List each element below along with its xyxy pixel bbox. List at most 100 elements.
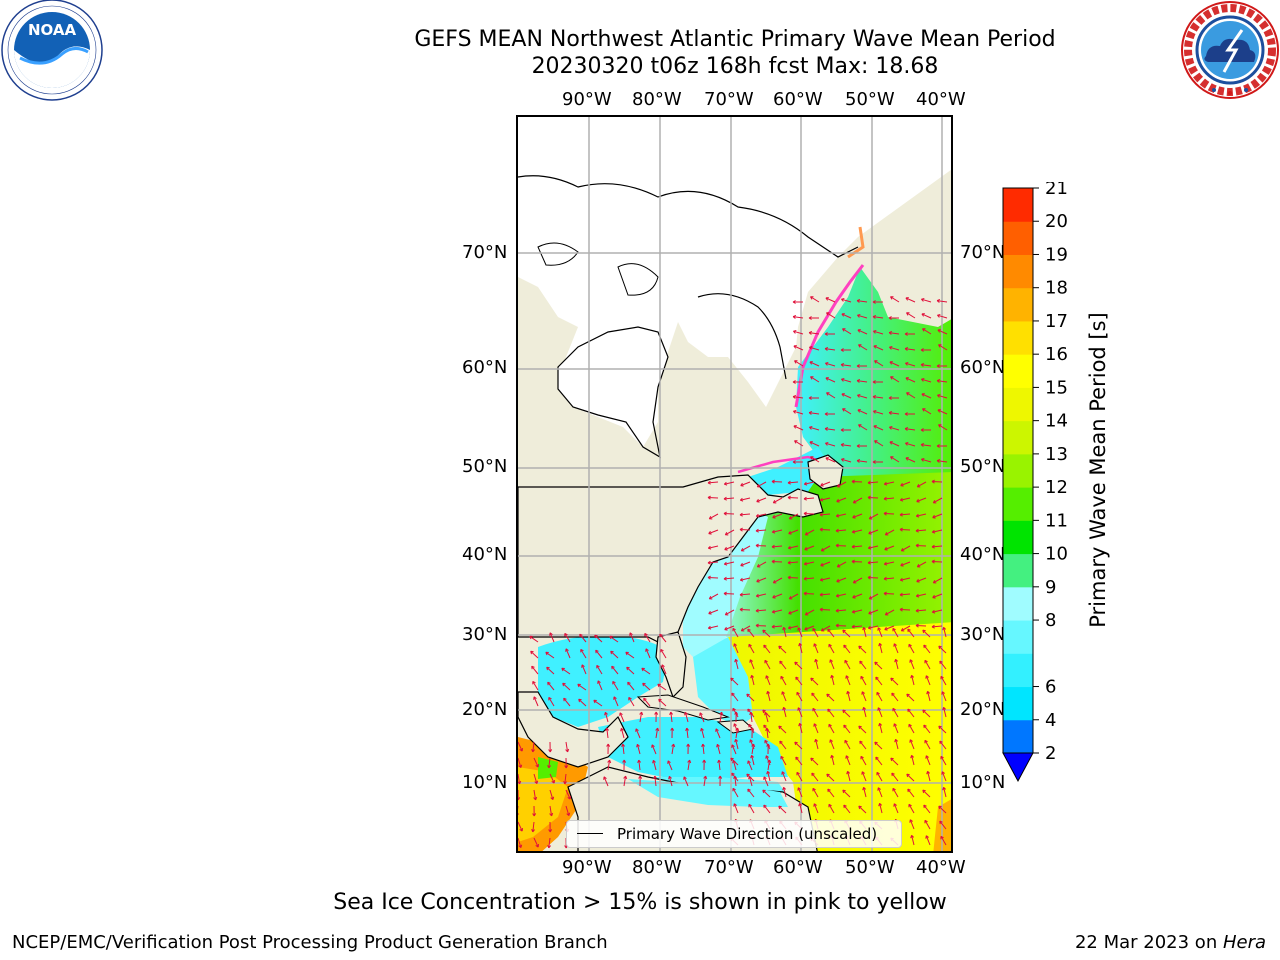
wave-arrow-head [564,765,569,769]
wave-arrow-head [808,410,813,415]
wave-arrow-head [661,664,665,668]
wave-arrow-head [860,755,864,760]
wave-arrow [797,787,803,798]
wave-arrow-head [931,559,935,564]
wave-arrow-head [852,499,857,504]
wave-arrow [891,692,899,702]
wave-arrow-head [595,649,599,654]
wave-arrow-head [547,681,551,686]
wave-arrow-head [734,658,739,663]
wave-arrow-head [519,828,523,832]
wave-arrow-head [740,547,745,552]
wave-arrow-head [877,707,881,711]
wave-arrow [620,728,625,739]
wave-arrow-head [889,361,893,365]
wave-arrow-head [545,651,549,656]
wave-arrow [762,629,771,638]
wave-arrow [943,627,947,638]
wave-arrow-head [890,677,894,682]
wave-arrow [731,744,737,755]
wave-arrow-head [921,298,925,302]
wave-arrow-head [844,659,848,664]
wave-arrow-head [907,628,911,633]
wave-arrow-head [567,796,571,800]
wave-arrow [793,345,804,351]
wave-arrow [809,361,820,367]
wave-arrow-head [739,512,743,517]
wave-arrow [938,725,947,734]
wave-arrow [869,593,879,600]
wave-arrow [932,609,943,613]
wave-arrow-head [788,530,792,535]
wave-arrow-head [652,759,656,764]
wave-arrow [940,756,947,766]
wave-arrow [820,497,831,501]
wave-arrow [699,712,705,723]
wave-arrow-head [605,727,609,732]
wave-arrow [750,712,753,723]
wave-arrow [879,643,883,654]
wave-arrow [766,728,769,739]
colorbar-segment [1003,586,1033,621]
wave-arrow-head [739,607,743,612]
wave-arrow-head [644,632,648,637]
wave-arrow-head [717,759,721,764]
wave-arrow [603,776,609,787]
wave-arrow [719,712,723,723]
wave-arrow-head [724,626,728,631]
wave-arrow [563,697,571,707]
wave-arrow-head [924,659,928,664]
wave-arrow-head [824,346,829,351]
wave-arrow-head [792,300,796,304]
wave-arrow-head [900,482,904,487]
wave-arrow [825,297,836,303]
wave-arrow-head [925,835,929,839]
wave-arrow-head [852,514,856,519]
wave-arrow [733,803,739,814]
wave-arrow [809,346,820,351]
wave-arrow-head [733,723,737,727]
wave-arrow [943,707,947,718]
wave-arrow-head [518,844,523,848]
wave-arrow-head [535,764,539,768]
wave-arrow [532,741,535,752]
wave-arrow-head [519,748,523,752]
wave-arrow-head [577,683,581,688]
wave-arrow-head [812,787,816,792]
wave-arrow-head [735,727,740,732]
wave-arrow-head [857,409,861,413]
wave-arrow-head [878,722,883,727]
wave-arrow-head [830,674,835,679]
wave-arrow [787,577,799,579]
wave-arrow [577,683,587,691]
wave-arrow-head [765,675,769,679]
wave-arrow [751,755,755,766]
wave-arrow [799,643,803,654]
wave-arrow [922,709,931,718]
wave-arrow [858,725,867,734]
wave-arrow-head [749,739,753,743]
wave-arrow-head [810,456,814,460]
wave-arrow-head [531,748,535,753]
map-frame: Primary Wave Direction (unscaled) [516,115,953,853]
lon-label-bottom: 90°W [562,857,612,878]
wave-arrow-head [920,428,924,432]
wave-arrow [943,787,947,798]
wave-arrow-head [771,624,775,629]
wave-arrow [740,497,751,501]
wave-arrow-head [792,460,796,464]
wave-arrow-head [909,819,913,823]
wave-arrow [793,316,804,319]
colorbar-segment [1003,520,1033,555]
wave-arrow-head [824,426,829,431]
wave-arrow-head [642,682,646,687]
wave-arrow-head [620,727,624,732]
colorbar-segment [1003,453,1033,488]
lat-label-left: 50°N [462,456,508,477]
wave-arrow [708,625,719,629]
wave-arrow-head [685,727,689,732]
wave-arrow-head [910,754,915,759]
wave-arrow-head [747,760,751,764]
wave-arrow-head [804,611,809,616]
wave-arrow [923,804,931,814]
